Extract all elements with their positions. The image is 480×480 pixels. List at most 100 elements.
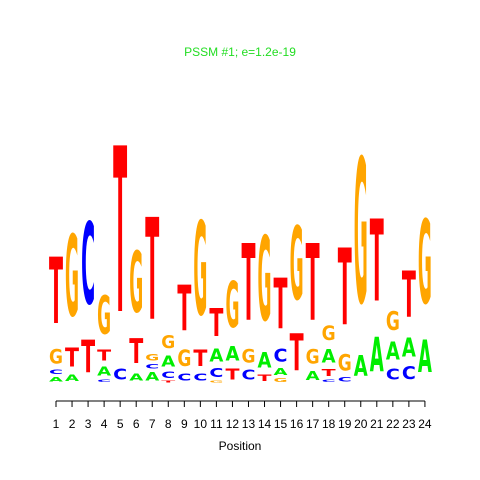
letter: A bbox=[209, 346, 223, 367]
letter: G bbox=[129, 236, 143, 333]
letter: T bbox=[290, 325, 304, 384]
letter: T bbox=[241, 223, 255, 345]
letter: G bbox=[145, 353, 159, 363]
letter: A bbox=[145, 370, 159, 383]
x-tick-label: 15 bbox=[274, 417, 288, 431]
letter: T bbox=[306, 223, 320, 345]
letter: G bbox=[290, 207, 304, 324]
x-tick-label: 22 bbox=[386, 417, 400, 431]
x-tick-label: 13 bbox=[242, 417, 256, 431]
letter: C bbox=[274, 346, 288, 366]
letter: C bbox=[97, 379, 111, 383]
letter: C bbox=[145, 363, 159, 370]
letter: T bbox=[97, 347, 112, 365]
letter: G bbox=[193, 195, 207, 345]
x-tick-label: 7 bbox=[149, 417, 156, 431]
x-tick-label: 16 bbox=[290, 417, 304, 431]
letter: A bbox=[129, 372, 144, 384]
letter: C bbox=[322, 379, 336, 383]
x-tick-label: 11 bbox=[210, 417, 223, 431]
letter: G bbox=[354, 119, 368, 350]
x-tick-label: 12 bbox=[226, 417, 240, 431]
x-tick-label: 1 bbox=[53, 417, 60, 431]
letter: G bbox=[418, 198, 432, 331]
x-tick-label: 24 bbox=[418, 417, 432, 431]
x-tick-label: 23 bbox=[402, 417, 416, 431]
letter: G bbox=[306, 346, 320, 369]
letter: G bbox=[258, 212, 272, 348]
x-tick-label: 5 bbox=[117, 417, 124, 431]
letter: C bbox=[113, 366, 127, 383]
letter: T bbox=[49, 239, 63, 345]
letter: G bbox=[338, 349, 352, 376]
letter: G bbox=[177, 345, 191, 372]
letter: T bbox=[65, 342, 79, 373]
letter: A bbox=[386, 338, 400, 367]
letter: A bbox=[306, 369, 320, 383]
letter: C bbox=[209, 365, 223, 380]
letter: G bbox=[225, 268, 239, 342]
x-tick-label: 3 bbox=[85, 417, 92, 431]
letter: T bbox=[370, 198, 384, 329]
letter: T bbox=[129, 332, 143, 372]
letter: T bbox=[258, 373, 272, 384]
x-tick-label: 2 bbox=[69, 417, 76, 431]
letter: T bbox=[161, 380, 175, 383]
letter: G bbox=[97, 287, 111, 348]
letter: A bbox=[49, 376, 64, 383]
letter: C bbox=[338, 376, 352, 383]
letter: C bbox=[49, 369, 63, 376]
letter: T bbox=[225, 366, 240, 384]
letter: G bbox=[65, 212, 79, 342]
letter: G bbox=[386, 306, 400, 337]
letter: C bbox=[386, 366, 400, 383]
letter: C bbox=[193, 371, 207, 383]
x-tick-label: 9 bbox=[181, 417, 188, 431]
letter: T bbox=[177, 272, 191, 345]
letter: A bbox=[97, 364, 111, 378]
letter: A bbox=[65, 374, 79, 384]
letter: C bbox=[177, 371, 191, 383]
letter: A bbox=[370, 329, 384, 383]
x-axis-label: Position bbox=[219, 439, 262, 453]
x-tick-label: 10 bbox=[194, 417, 208, 431]
x-tick-label: 18 bbox=[322, 417, 336, 431]
x-tick-label: 4 bbox=[101, 417, 108, 431]
letter: T bbox=[402, 259, 416, 333]
letter: T bbox=[81, 332, 95, 383]
letter: A bbox=[418, 332, 432, 384]
letter: G bbox=[322, 323, 336, 346]
letter: C bbox=[241, 367, 255, 383]
letter: G bbox=[161, 333, 175, 353]
letter: T bbox=[274, 264, 288, 345]
letter: A bbox=[161, 353, 175, 370]
letter: G bbox=[241, 346, 255, 368]
letter: G bbox=[49, 346, 63, 369]
letter: G bbox=[274, 377, 288, 383]
letter: A bbox=[354, 350, 368, 384]
letter: A bbox=[274, 366, 289, 378]
x-tick-label: 17 bbox=[306, 417, 320, 431]
letter: A bbox=[258, 348, 273, 373]
letter: T bbox=[209, 301, 223, 346]
letter: C bbox=[161, 370, 175, 380]
x-tick-label: 19 bbox=[338, 417, 352, 431]
letter: G bbox=[209, 380, 223, 383]
letter: A bbox=[322, 346, 337, 367]
x-tick-label: 8 bbox=[165, 417, 172, 431]
x-tick-label: 20 bbox=[354, 417, 368, 431]
letter: A bbox=[225, 343, 239, 366]
letter: T bbox=[338, 227, 352, 349]
letter: A bbox=[402, 333, 416, 363]
x-tick-label: 6 bbox=[133, 417, 140, 431]
letter: C bbox=[81, 199, 95, 330]
letter: T bbox=[322, 367, 336, 379]
x-tick-label: 14 bbox=[258, 417, 272, 431]
chart-title: PSSM #1; e=1.2e-19 bbox=[184, 45, 296, 59]
letter: T bbox=[145, 189, 159, 353]
x-tick-label: 21 bbox=[370, 417, 384, 431]
letter: T bbox=[193, 346, 207, 372]
letter: T bbox=[113, 101, 127, 366]
letter: C bbox=[402, 364, 416, 384]
